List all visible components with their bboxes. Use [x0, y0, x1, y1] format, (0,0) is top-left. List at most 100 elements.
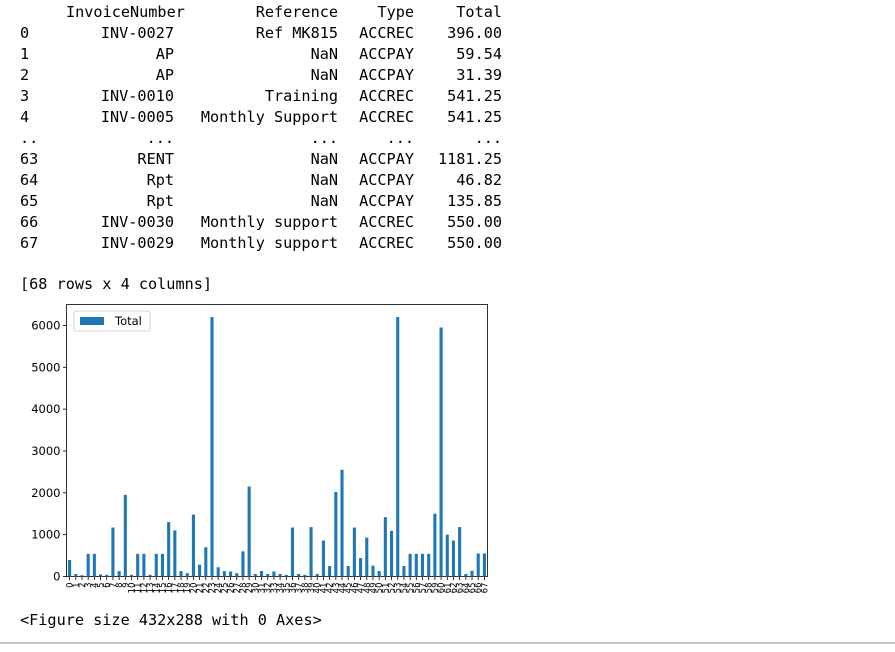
table-cell: Rpt	[146, 192, 174, 210]
table-cell: 135.85	[447, 192, 502, 210]
bar	[420, 553, 425, 577]
bar	[278, 573, 282, 577]
x-tick-label: 2	[78, 583, 88, 588]
x-tick-label: 63	[456, 583, 466, 594]
bar	[167, 522, 171, 577]
bar	[74, 573, 78, 577]
table-cell: Monthly support	[200, 234, 338, 252]
table-row: 63 RENT NaN ACCPAY 1181.25	[20, 149, 502, 170]
table-row: 4 INV-0005 Monthly Support ACCREC 541.25	[20, 107, 502, 128]
bar	[173, 530, 177, 577]
y-tick-label: 3000	[31, 444, 60, 458]
x-tick-label: 10	[128, 583, 138, 594]
bar	[136, 553, 140, 577]
x-tick-label: 1	[72, 583, 82, 588]
x-tick-label: 53	[394, 583, 404, 594]
table-cell: Training	[264, 87, 338, 105]
bar	[427, 553, 431, 577]
x-tick-label: 50	[375, 583, 385, 594]
table-row-index: 0	[20, 24, 30, 42]
x-tick-label: 13	[146, 583, 156, 594]
bar	[408, 553, 412, 577]
bar	[303, 574, 307, 577]
y-tick-label: 0	[53, 570, 60, 584]
bar	[160, 553, 165, 577]
table-cell: Monthly support	[200, 213, 338, 231]
bar	[123, 494, 127, 577]
table-cell: 541.25	[447, 108, 502, 126]
bar	[259, 571, 264, 577]
bar	[470, 570, 474, 577]
table-row-index: 67	[20, 234, 39, 252]
bar	[247, 486, 251, 577]
x-tick-label: 17	[171, 583, 181, 594]
x-tick-label: 0	[66, 583, 76, 588]
table-cell: ACCREC	[359, 24, 414, 42]
x-tick-label: 27	[233, 583, 243, 594]
table-row: 64 Rpt NaN ACCPAY 46.82	[20, 170, 502, 191]
x-tick-label: 34	[276, 583, 286, 594]
table-cell: ACCPAY	[359, 192, 414, 210]
output-divider	[0, 642, 895, 644]
table-cell: ACCREC	[359, 108, 414, 126]
table-row: 65 Rpt NaN ACCPAY 135.85	[20, 191, 502, 212]
x-tick-label: 29	[245, 583, 255, 594]
x-tick-label: 65	[468, 583, 478, 594]
bar	[92, 553, 96, 577]
y-tick-label: 6000	[31, 318, 60, 332]
bar	[328, 566, 332, 577]
bar	[377, 571, 381, 577]
x-tick-label: 51	[381, 583, 391, 594]
table-cell: 550.00	[447, 213, 502, 231]
x-tick-label: 66	[474, 583, 484, 594]
bar	[365, 537, 369, 577]
bar	[352, 527, 356, 577]
table-cell: ACCREC	[359, 213, 414, 231]
bar	[68, 559, 72, 577]
table-row-index: 65	[20, 192, 39, 210]
table-cell: AP	[155, 45, 174, 63]
x-tick-label: 19	[183, 583, 193, 594]
bar	[309, 527, 313, 577]
legend-label: Total	[114, 314, 142, 328]
x-tick-label: 14	[152, 583, 162, 594]
table-cell: ...	[474, 129, 502, 147]
table-cell: ACCREC	[359, 234, 414, 252]
table-cell: Rpt	[146, 171, 174, 189]
bar	[451, 540, 455, 577]
bar	[290, 527, 295, 577]
table-cell: INV-0030	[100, 213, 174, 231]
x-tick-label: 55	[406, 583, 416, 594]
x-tick-label: 15	[158, 583, 168, 594]
bar	[464, 573, 468, 577]
x-tick-label: 56	[412, 583, 422, 594]
bar	[179, 571, 183, 577]
bar	[266, 573, 270, 577]
legend-swatch	[80, 317, 104, 325]
x-tick-label: 43	[332, 583, 342, 594]
x-tick-label: 64	[462, 583, 472, 594]
bar	[340, 469, 344, 577]
x-tick-label: 33	[270, 583, 280, 594]
bar	[204, 547, 208, 577]
x-tick-label: 30	[251, 583, 261, 594]
x-tick-label: 40	[313, 583, 323, 594]
table-row: 0 INV-0027 Ref MK815 ACCREC 396.00	[20, 23, 502, 44]
x-tick-label: 46	[350, 583, 360, 594]
x-tick-label: 62	[449, 583, 459, 594]
table-cell: INV-0005	[100, 108, 174, 126]
x-tick-label: 9	[121, 583, 131, 588]
bar	[315, 573, 319, 577]
table-cell: Ref MK815	[255, 24, 338, 42]
bar	[433, 513, 437, 577]
bar	[389, 530, 394, 577]
table-cell: 46.82	[456, 171, 502, 189]
table-cell: ACCPAY	[359, 150, 414, 168]
x-tick-label: 60	[437, 583, 447, 594]
x-tick-label: 42	[326, 583, 336, 594]
table-cell: AP	[155, 66, 174, 84]
x-tick-label: 4	[90, 583, 100, 588]
bar	[371, 565, 375, 577]
bar	[253, 573, 257, 577]
table-row-index: ..	[20, 129, 39, 147]
